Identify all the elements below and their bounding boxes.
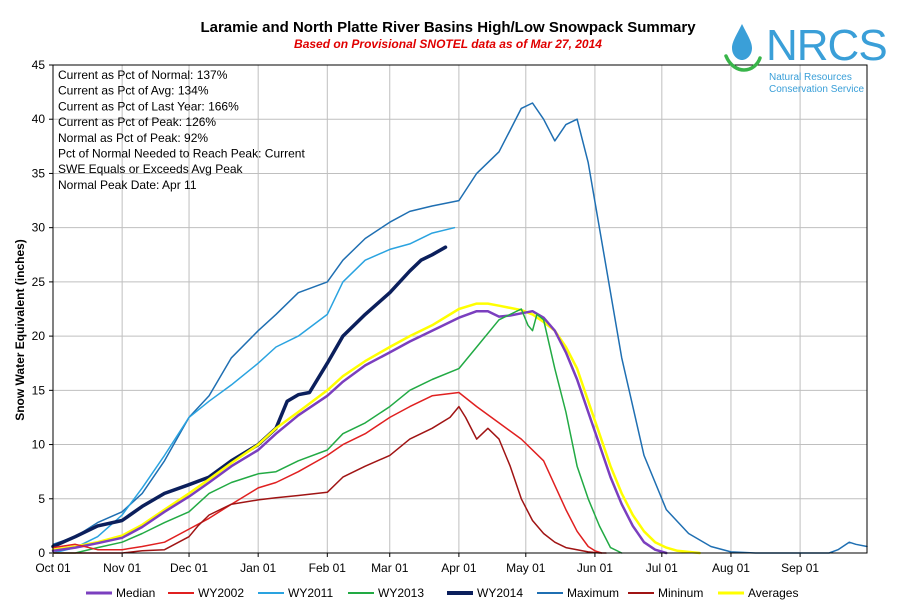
chart-title: Laramie and North Platte River Basins Hi… bbox=[200, 19, 696, 36]
legend-item-wy2013: WY2013 bbox=[348, 586, 424, 600]
x-tick-label: Dec 01 bbox=[170, 561, 208, 575]
x-tick-label: Aug 01 bbox=[712, 561, 750, 575]
stat-line: Current as Pct of Peak: 126% bbox=[58, 115, 216, 129]
legend-item-wy2014: WY2014 bbox=[447, 586, 523, 600]
chart-legend: Median WY2002 WY2011 WY2013 WY2014 Maximum Min… bbox=[86, 586, 798, 600]
water-drop-icon bbox=[724, 24, 762, 72]
series-line-wy2011 bbox=[52, 226, 456, 554]
series-line-mininum bbox=[52, 405, 607, 554]
logo-line-2: Conservation Service bbox=[769, 84, 864, 95]
y-axis-ticks: 0 5 10 15 20 25 30 35 40 45 bbox=[32, 58, 53, 560]
stat-line: Current as Pct of Avg: 134% bbox=[58, 84, 209, 98]
legend-label: WY2002 bbox=[198, 586, 244, 600]
series-line-median bbox=[51, 309, 668, 555]
legend-label: WY2011 bbox=[288, 586, 333, 600]
series-line-wy2014 bbox=[51, 245, 448, 549]
stat-line: Normal as Pct of Peak: 92% bbox=[58, 131, 208, 145]
x-tick-label: Jul 01 bbox=[646, 561, 678, 575]
x-tick-label: May 01 bbox=[506, 561, 546, 575]
legend-label: Maximum bbox=[567, 586, 619, 600]
y-tick-label: 30 bbox=[32, 221, 46, 235]
stat-line: SWE Equals or Exceeds Avg Peak bbox=[58, 162, 244, 176]
x-tick-label: Feb 01 bbox=[309, 561, 347, 575]
x-tick-label: Sep 01 bbox=[781, 561, 819, 575]
stat-line: Current as Pct of Normal: 137% bbox=[58, 68, 228, 82]
legend-item-averages: Averages bbox=[718, 586, 798, 600]
legend-label: WY2013 bbox=[378, 586, 424, 600]
x-axis-ticks: Oct 01 Nov 01 Dec 01 Jan 01 Feb 01 Mar 01 Apr … bbox=[35, 553, 819, 575]
y-tick-label: 45 bbox=[32, 58, 46, 72]
legend-item-maximum: Maximum bbox=[537, 586, 619, 600]
stat-line: Current as Pct of Last Year: 166% bbox=[58, 99, 239, 113]
plot-frame bbox=[52, 64, 868, 554]
series-line-averages bbox=[51, 302, 701, 555]
logo-name: NRCS bbox=[766, 21, 887, 70]
y-tick-label: 10 bbox=[32, 438, 46, 452]
legend-item-wy2002: WY2002 bbox=[168, 586, 244, 600]
x-tick-label: Jun 01 bbox=[577, 561, 613, 575]
legend-label: Mininum bbox=[658, 586, 703, 600]
legend-item-mininum: Mininum bbox=[628, 586, 703, 600]
y-tick-label: 25 bbox=[32, 275, 46, 289]
x-tick-label: Oct 01 bbox=[35, 561, 71, 575]
x-tick-label: Apr 01 bbox=[441, 561, 477, 575]
x-tick-label: Mar 01 bbox=[371, 561, 409, 575]
legend-label: Averages bbox=[748, 586, 798, 600]
series-line-wy2002 bbox=[52, 391, 603, 554]
series-line-wy2013 bbox=[52, 308, 623, 554]
y-tick-label: 40 bbox=[32, 112, 46, 126]
stats-annotation: Current as Pct of Normal: 137% Current as… bbox=[58, 68, 305, 192]
y-tick-label: 0 bbox=[38, 546, 45, 560]
logo-line-1: Natural Resources bbox=[769, 72, 852, 83]
stat-line: Pct of Normal Needed to Reach Peak: Curr… bbox=[58, 147, 305, 161]
nrcs-logo: NRCS Natural Resources Conservation Serv… bbox=[724, 21, 888, 95]
legend-label: WY2014 bbox=[477, 586, 523, 600]
stat-line: Normal Peak Date: Apr 11 bbox=[58, 178, 197, 192]
y-tick-label: 5 bbox=[38, 492, 45, 506]
legend-label: Median bbox=[116, 586, 155, 600]
legend-item-median: Median bbox=[86, 586, 155, 600]
y-tick-label: 35 bbox=[32, 166, 46, 180]
y-tick-label: 15 bbox=[32, 383, 46, 397]
x-tick-label: Jan 01 bbox=[240, 561, 276, 575]
x-tick-label: Nov 01 bbox=[103, 561, 141, 575]
legend-item-wy2011: WY2011 bbox=[258, 586, 333, 600]
y-axis-label: Snow Water Equivalent (inches) bbox=[13, 239, 27, 421]
y-tick-label: 20 bbox=[32, 329, 46, 343]
chart-subtitle: Based on Provisional SNOTEL data as of M… bbox=[294, 37, 602, 51]
